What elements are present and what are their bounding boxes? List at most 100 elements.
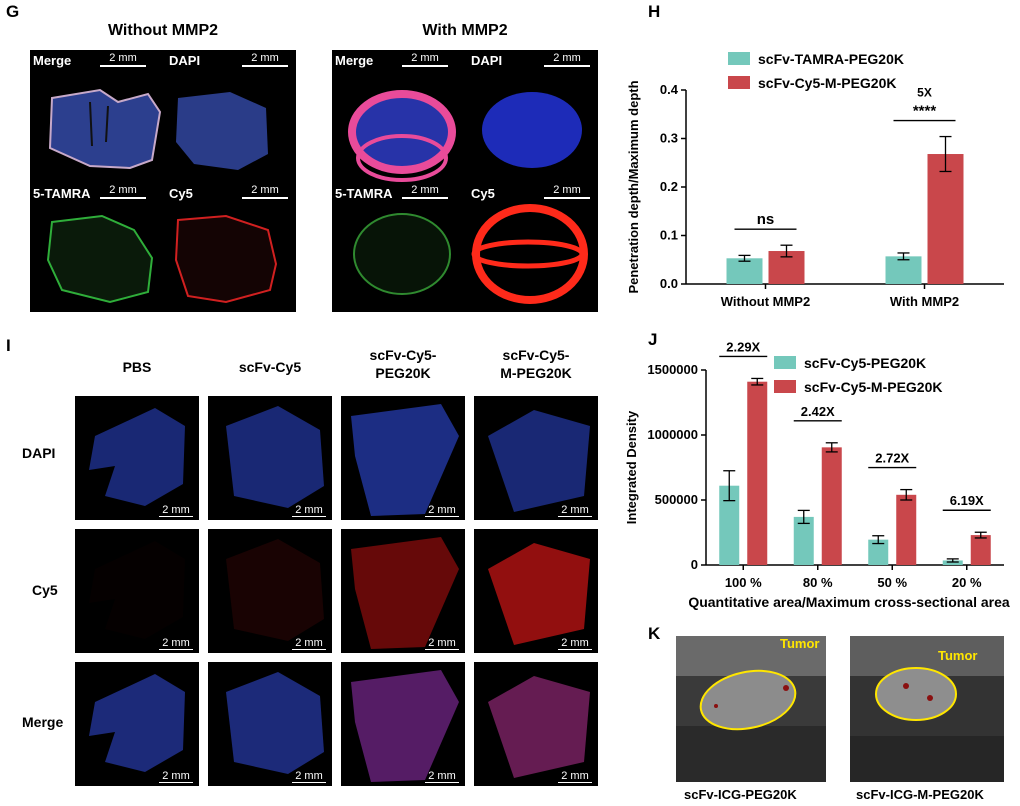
label-5-tamra: 5-TAMRA xyxy=(33,186,91,201)
scale-bar: 2 mm xyxy=(544,52,590,67)
legend-swatch xyxy=(774,356,796,369)
row-label-dapi: DAPI xyxy=(22,445,56,461)
scale-bar: 2 mm xyxy=(402,184,448,199)
micrograph-tile: 2 mm xyxy=(474,529,598,653)
bar-scFv-TAMRA-PEG20K xyxy=(885,256,922,284)
bar-scFv-Cy5-PEG20K xyxy=(719,485,740,565)
significance-label: 6.19X xyxy=(950,493,984,508)
significance-label: 2.29X xyxy=(726,342,760,354)
panel-letter-i: I xyxy=(6,336,11,355)
significance-label: 2.42X xyxy=(801,404,835,419)
y-tick-label: 0.3 xyxy=(660,131,678,146)
scale-bar: 2 mm xyxy=(544,184,590,199)
scale-bar: 2 mm xyxy=(242,184,288,199)
group-title-without: Without MMP2 xyxy=(107,22,219,39)
scale-bar: 2 mm xyxy=(292,637,326,650)
label-dapi: DAPI xyxy=(471,53,503,68)
scale-bar: 2 mm xyxy=(425,637,459,650)
label-cy5: Cy5 xyxy=(471,186,495,201)
tumor-label: Tumor xyxy=(780,636,820,651)
legend-swatch xyxy=(728,52,750,65)
ultrasound-image-2: Tumor xyxy=(850,636,1004,782)
chart-h: 0.0 0.1 0.2 0.3 0.4 Penetration depth/Maximum… xyxy=(626,51,1004,309)
scale-bar: 2 mm xyxy=(558,770,592,783)
ultrasound-drawing-1 xyxy=(676,636,826,782)
y-tick-label: 1500000 xyxy=(647,362,698,377)
micrograph-with-mmp2: Merge DAPI 5-TAMRA Cy5 2 mm 2 mm 2 mm 2 … xyxy=(332,50,598,312)
label-dapi: DAPI xyxy=(169,53,201,68)
scale-bar: 2 mm xyxy=(558,637,592,650)
bar-scFv-Cy5-M-PEG20K xyxy=(821,447,842,565)
bar-scFv-Cy5-M-PEG20K xyxy=(896,494,917,565)
micrograph-tile: 2 mm xyxy=(75,396,199,520)
x-tick-label: 80 % xyxy=(803,575,833,590)
micrograph-tile: 2 mm xyxy=(474,396,598,520)
without-mmp2-tissue-drawing xyxy=(46,88,278,304)
legend-label: scFv-Cy5-M-PEG20K xyxy=(758,75,897,91)
tumor-label: Tumor xyxy=(938,648,978,663)
row-label-cy5: Cy5 xyxy=(32,582,58,598)
micrograph-tile: 2 mm xyxy=(208,529,332,653)
micrograph-without-mmp2: Merge DAPI 5-TAMRA Cy5 2 mm 2 mm 2 mm 2 … xyxy=(30,50,296,312)
column-label-scfv-cy5: scFv-Cy5 xyxy=(238,359,302,375)
x-tick-label: 20 % xyxy=(952,575,982,590)
y-tick-label: 0.4 xyxy=(660,82,679,97)
column-label-scfv-cy5-peg20k: scFv-Cy5- PEG20K xyxy=(369,347,437,381)
ultrasound-caption-2: scFv-ICG-M-PEG20K xyxy=(856,787,984,802)
scale-bar: 2 mm xyxy=(425,770,459,783)
micrograph-tile: 2 mm xyxy=(341,396,465,520)
scale-bar: 2 mm xyxy=(159,770,193,783)
micrograph-tile: 2 mm xyxy=(341,662,465,786)
bar-scFv-Cy5-M-PEG20K xyxy=(927,154,964,284)
y-tick-label: 0.0 xyxy=(660,276,678,291)
ultrasound-drawing-2 xyxy=(850,636,1004,782)
y-axis-label: Integrated Density xyxy=(624,410,639,524)
y-tick-label: 500000 xyxy=(655,492,698,507)
micrograph-tile: 2 mm xyxy=(474,662,598,786)
legend-swatch xyxy=(728,76,750,89)
panel-letter-g: G xyxy=(6,2,20,21)
column-label-pbs: PBS xyxy=(122,359,152,375)
scale-bar: 2 mm xyxy=(159,504,193,517)
scale-bar: 2 mm xyxy=(292,504,326,517)
scale-bar: 2 mm xyxy=(100,52,146,67)
significance-label: 2.72X xyxy=(875,451,909,466)
label-merge: Merge xyxy=(33,53,72,68)
y-axis-label: Penetration depth/Maximum depth xyxy=(626,80,641,293)
bar-scFv-Cy5-M-PEG20K xyxy=(970,535,991,565)
label-5-tamra: 5-TAMRA xyxy=(335,186,393,201)
y-tick-label: 0.2 xyxy=(660,179,678,194)
legend-swatch xyxy=(774,380,796,393)
micrograph-tile: 2 mm xyxy=(75,529,199,653)
label-cy5: Cy5 xyxy=(169,186,193,201)
ultrasound-image-1: Tumor xyxy=(676,636,826,782)
bar-scFv-Cy5-M-PEG20K xyxy=(747,381,768,565)
column-label-scfv-cy5-m-peg20k: scFv-Cy5- M-PEG20K xyxy=(500,347,572,381)
scale-bar: 2 mm xyxy=(242,52,288,67)
scale-bar: 2 mm xyxy=(558,504,592,517)
bar-scFv-TAMRA-PEG20K xyxy=(726,258,763,284)
scale-bar: 2 mm xyxy=(159,637,193,650)
y-tick-label: 0.1 xyxy=(660,228,678,243)
ultrasound-caption-1: scFv-ICG-PEG20K xyxy=(684,787,797,802)
legend-label: scFv-Cy5-M-PEG20K xyxy=(804,379,943,395)
legend-label: scFv-Cy5-PEG20K xyxy=(804,355,926,371)
bar-scFv-Cy5-PEG20K xyxy=(793,516,814,565)
micrograph-tile: 2 mm xyxy=(341,529,465,653)
panel-letter-j: J xyxy=(648,330,658,349)
fold-change-label: 5X xyxy=(917,86,932,100)
bar-scFv-Cy5-PEG20K xyxy=(942,560,963,565)
x-tick-label: With MMP2 xyxy=(890,294,959,309)
scale-bar: 2 mm xyxy=(292,770,326,783)
x-axis-label: Quantitative area/Maximum cross-sectiona… xyxy=(688,594,1010,610)
panel-letter-k: K xyxy=(648,624,661,643)
significance-label: ns xyxy=(757,211,775,228)
x-tick-label: 50 % xyxy=(877,575,907,590)
micrograph-tile: 2 mm xyxy=(208,396,332,520)
label-merge: Merge xyxy=(335,53,374,68)
y-tick-label: 0 xyxy=(691,557,698,572)
panel-letter-h: H xyxy=(648,2,661,21)
chart-j: 0 500000 1000000 1500000 Integrated Density 1… xyxy=(624,342,1010,610)
legend-label: scFv-TAMRA-PEG20K xyxy=(758,51,904,67)
x-tick-label: 100 % xyxy=(725,575,762,590)
